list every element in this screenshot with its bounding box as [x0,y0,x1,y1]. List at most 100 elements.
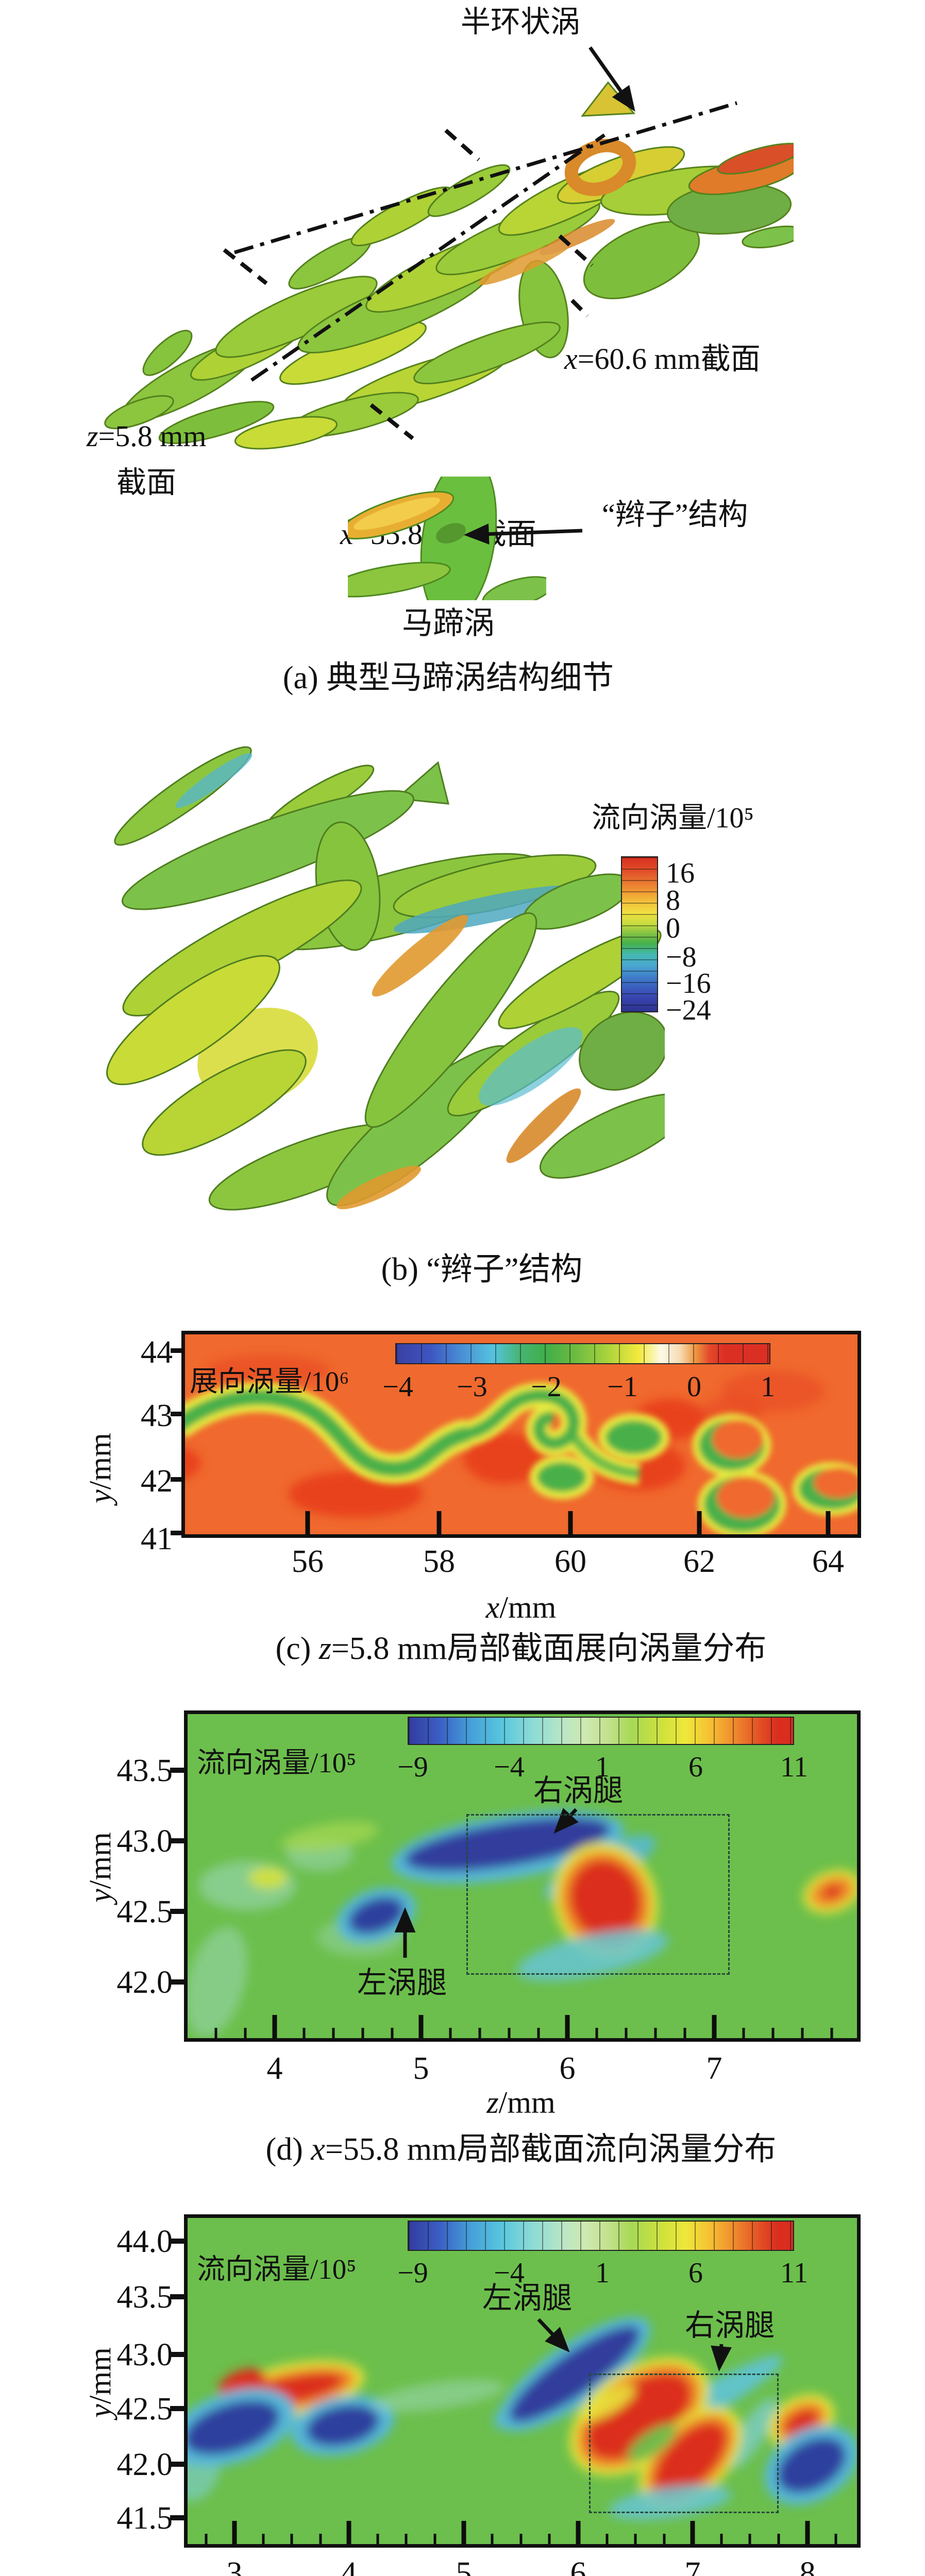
y-tick-mark [171,1477,181,1482]
colorbar-c-title: 展向涡量/10⁶ [190,1366,349,1397]
plot-d-streamwise-vorticity [184,1710,861,2042]
section-marker-mid [444,129,480,161]
y-tick-label: 43.0 [116,1824,173,1859]
x-axis-label: z/mm [486,2086,556,2120]
y-tick-label: 43.0 [116,2337,173,2372]
x-tick-label: 6 [570,2556,586,2576]
y-tick-label: 43.5 [116,1753,173,1788]
colorbar-b-title: 流向涡量/10⁵ [592,802,754,834]
colorbar-b-tick: 8 [666,885,680,917]
colorbar-e-tick: 6 [688,2257,703,2289]
colorbar-d-tick: −4 [494,1751,525,1783]
colorbar-c-tick: −2 [531,1371,562,1403]
y-tick-label: 42.0 [116,2447,173,2482]
label-x606-section: x=60.6 mm截面 [564,342,761,376]
left-leg-arrow [537,2318,570,2352]
x-tick-label: 4 [341,2556,357,2576]
y-tick-label: 44 [141,1335,173,1370]
label-horseshoe-vortex: 马蹄涡 [402,606,495,640]
dash-dot-section-line-2 [250,133,606,382]
dash-dot-section-line-1 [234,101,737,255]
colorbar-e-tick: 1 [595,2257,610,2289]
y-tick-mark [170,1909,184,1914]
caption-panel-a: (a) 典型马蹄涡结构细节 [282,660,614,696]
y-tick-mark [170,2294,184,2299]
y-tick-mark [170,1768,184,1773]
y-tick-label: 43.5 [116,2280,173,2315]
colorbar-d [408,1717,794,1745]
inspection-box-d [466,1814,730,1975]
x-tick-label: 62 [683,1544,715,1579]
colorbar-d-tick: 1 [595,1751,610,1783]
colorbar-c-tick: −4 [382,1371,413,1403]
caption-panel-c: (c) z=5.8 mm局部截面展向涡量分布 [275,1631,767,1666]
y-tick-label: 42.5 [116,2392,173,2427]
annotation-right-leg-d: 右涡腿 [533,1774,623,1807]
annotation-left-leg-e: 左涡腿 [482,2281,572,2315]
semi-ring-arrow [588,46,635,112]
colorbar-d-tick: 6 [688,1751,703,1783]
y-tick-mark [170,2462,184,2467]
inspection-box-e [589,2374,779,2513]
y-tick-label: 43 [141,1398,173,1433]
section-marker-right [558,234,594,267]
plot-e-contours [188,2316,857,2544]
y-tick-mark [171,1531,181,1535]
y-tick-label: 42.0 [116,1965,173,2000]
x-axis-major-ticks [272,2015,717,2038]
label-z58-section-line1: z=5.8 mm [87,419,207,453]
right-leg-arrow [711,2344,732,2372]
colorbar-d-title: 流向涡量/10⁵ [197,1747,357,1778]
x-tick-label: 6 [559,2051,576,2086]
colorbar-b-tick: −8 [666,941,697,973]
y-axis-label: y/mm [83,1832,117,1903]
colorbar-e-tick: −9 [397,2257,428,2289]
colorbar-c-tick: −1 [607,1371,638,1403]
colorbar-e-title: 流向涡量/10⁵ [197,2253,357,2285]
x-axis-minor-ticks [205,2534,837,2544]
plot-c-contours [185,1355,857,1534]
colorbar-b-tick: −24 [666,994,711,1026]
colorbar-e-tick: −4 [494,2257,525,2289]
colorbar-e [408,2221,794,2251]
y-axis-label: y/mm [83,1433,117,1503]
y-tick-mark [170,1838,184,1843]
x-tick-label: 8 [799,2556,816,2576]
y-tick-mark [170,2515,184,2520]
y-tick-label: 42.5 [116,1894,173,1929]
section-marker-z58 [223,248,268,285]
y-tick-label: 41.5 [116,2501,173,2536]
x-tick-label: 60 [554,1544,586,1579]
semi-ring-vortex-ring [564,139,636,196]
right-leg-arrow [553,1808,579,1834]
colorbar-d-tick: −9 [397,1751,428,1783]
x-axis-major-ticks [305,1511,831,1534]
annotation-right-leg-e: 右涡腿 [684,2309,775,2342]
panel-a-inset-horseshoe-art [348,477,546,600]
x-tick-label: 5 [413,2051,429,2086]
y-axis-label: y/mm [83,2347,117,2418]
section-marker-x606 [570,299,589,317]
caption-panel-b: (b) “辫子”结构 [381,1252,583,1287]
colorbar-c-tick: 1 [761,1371,775,1403]
x-tick-label: 58 [423,1544,455,1579]
x-tick-label: 3 [226,2556,243,2576]
plot-e-streamwise-vorticity [184,2214,861,2548]
y-tick-mark [170,1979,184,1985]
braid-arrow [463,523,583,545]
x-tick-label: 7 [706,2051,722,2086]
y-tick-mark [171,1412,181,1416]
colorbar-d-tick: 11 [780,1751,808,1783]
y-tick-mark [170,2406,184,2411]
colorbar-b [621,856,658,1012]
y-tick-mark [170,2239,184,2244]
y-tick-label: 44.0 [116,2224,173,2259]
y-tick-label: 41 [141,1521,173,1556]
colorbar-b-tick: −16 [666,968,711,999]
x-axis-label: x/mm [485,1590,557,1624]
label-braid-structure: “辫子”结构 [602,498,748,531]
plot-c-spanwise-vorticity [181,1331,861,1538]
caption-panel-d: (d) x=55.8 mm局部截面流向涡量分布 [265,2132,777,2167]
label-z58-section-line2: 截面 [116,466,177,499]
